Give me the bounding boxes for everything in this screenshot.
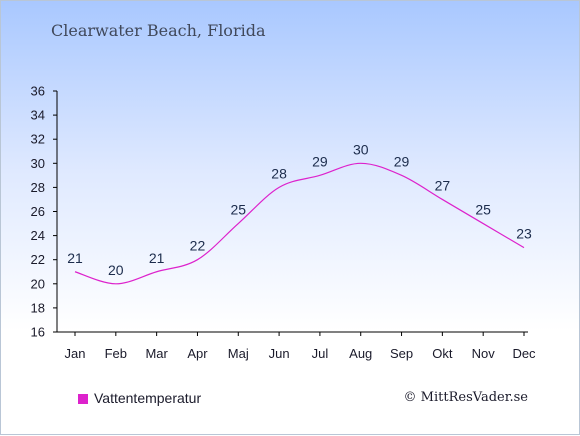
- x-tick-label: Jun: [269, 346, 290, 361]
- x-tick-label: Mar: [145, 346, 168, 361]
- data-label: 29: [312, 153, 328, 169]
- series-line: [74, 162, 525, 285]
- data-label: 25: [475, 202, 491, 218]
- legend-swatch: [78, 394, 88, 404]
- data-label: 29: [394, 153, 410, 169]
- axes: [56, 91, 528, 333]
- y-tick-label: 16: [31, 325, 45, 340]
- x-tick-label: Sep: [390, 346, 413, 361]
- data-label: 21: [149, 250, 165, 266]
- x-tick-label: Dec: [512, 346, 536, 361]
- chart-title: Clearwater Beach, Florida: [51, 21, 266, 40]
- data-label: 21: [67, 250, 83, 266]
- y-tick-label: 30: [31, 156, 45, 171]
- data-label: 20: [108, 262, 124, 278]
- x-tick-label: Feb: [105, 346, 127, 361]
- x-tick-label: Apr: [187, 346, 208, 361]
- legend-label: Vattentemperatur: [94, 390, 202, 406]
- x-tick-label: Nov: [472, 346, 496, 361]
- y-tick-label: 26: [31, 204, 45, 219]
- y-tick-label: 34: [31, 108, 45, 123]
- x-tick-label: Jan: [65, 346, 86, 361]
- x-axis-ticks: Jan Feb Mar Apr Maj Jun Jul Aug Sep Okt Nov Dec: [65, 332, 536, 361]
- y-tick-label: 24: [31, 228, 45, 243]
- data-label: 27: [435, 177, 451, 193]
- y-tick-label: 36: [31, 84, 45, 99]
- data-labels: 21 20 21 22 25 28 29 30 29 27 25 23: [67, 141, 532, 277]
- credit: © MittResVader.se: [403, 390, 528, 405]
- x-tick-label: Okt: [432, 346, 453, 361]
- data-label: 25: [230, 202, 246, 218]
- y-tick-label: 20: [31, 276, 45, 291]
- y-axis-ticks: 16 18 20 22 24 26 28 30 32 34 36: [31, 84, 57, 340]
- x-tick-label: Maj: [228, 346, 249, 361]
- data-label: 23: [516, 226, 532, 242]
- x-tick-label: Jul: [312, 346, 329, 361]
- y-tick-label: 28: [31, 180, 45, 195]
- legend: Vattentemperatur: [78, 390, 201, 406]
- y-tick-label: 18: [31, 300, 45, 315]
- data-label: 30: [353, 141, 369, 157]
- data-label: 22: [190, 238, 206, 254]
- y-tick-label: 32: [31, 132, 45, 147]
- data-label: 28: [271, 165, 287, 181]
- y-tick-label: 22: [31, 252, 45, 267]
- x-tick-label: Aug: [349, 346, 372, 361]
